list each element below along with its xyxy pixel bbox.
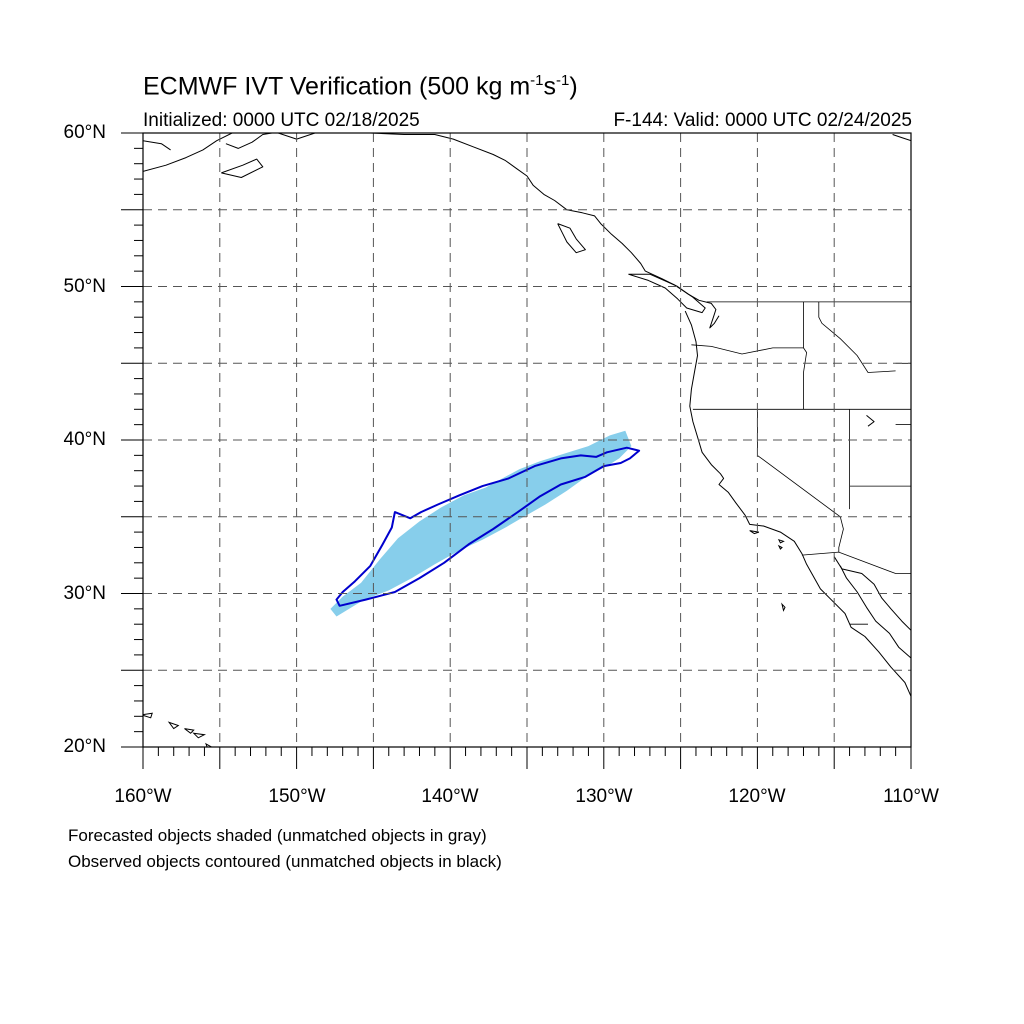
lat-label-20n: 20°N (63, 736, 106, 757)
island-outline (184, 728, 195, 734)
observed-objects-layer (335, 446, 641, 607)
map-frame (142, 132, 912, 748)
coastline-segment (628, 273, 706, 314)
border-segment (801, 551, 911, 574)
lat-label-30n: 30°N (63, 583, 106, 604)
lon-label-160w: 160°W (114, 786, 172, 807)
lon-label-140w: 140°W (421, 786, 479, 807)
lon-label-110w: 110°W (883, 786, 939, 807)
island-outline (167, 721, 180, 730)
observed-object-contour (335, 446, 641, 607)
lon-label-120w: 120°W (728, 786, 786, 807)
border-segment (818, 301, 896, 373)
coastline-segment (143, 133, 233, 172)
coastline-segment (892, 134, 911, 142)
island-outline (143, 712, 153, 719)
coastline-segment (684, 310, 911, 697)
island-outline (777, 538, 785, 544)
border-segment (838, 516, 844, 553)
political-borders-layer (691, 301, 911, 625)
forecast-legend-note: Forecasted objects shaded (unmatched obj… (68, 826, 487, 845)
coastline-layer (143, 133, 911, 747)
forecast-object-shape (330, 430, 632, 617)
coastline-segment (225, 133, 273, 149)
coastline-segment (557, 223, 586, 254)
island-outline (192, 732, 207, 739)
coastline-segment (833, 556, 911, 631)
island-outline (749, 530, 760, 535)
forecast-objects-layer (330, 430, 632, 617)
lon-label-150w: 150°W (268, 786, 326, 807)
axis-ticks-layer (121, 132, 912, 769)
map-title: ECMWF IVT Verification (500 kg m-1s-1) (143, 72, 578, 101)
lon-label-130w: 130°W (575, 786, 633, 807)
coastline-segment (839, 565, 911, 659)
coastline-segment (866, 415, 875, 427)
init-time-label: Initialized: 0000 UTC 02/18/2025 (143, 110, 420, 131)
graticule-layer (143, 133, 911, 747)
lat-label-40n: 40°N (63, 429, 106, 450)
lat-label-60n: 60°N (63, 122, 106, 143)
island-outline (781, 602, 786, 612)
border-segment (803, 301, 808, 410)
coastline-segment (342, 133, 720, 329)
observed-legend-note: Observed objects contoured (unmatched ob… (68, 852, 502, 871)
border-segment (757, 409, 841, 518)
island-outline (777, 544, 783, 550)
coastline-segment (143, 140, 171, 151)
valid-time-label: F-144: Valid: 0000 UTC 02/24/2025 (613, 110, 912, 131)
border-segment (691, 344, 804, 355)
coastline-segment (221, 158, 264, 178)
lat-label-50n: 50°N (63, 276, 106, 297)
